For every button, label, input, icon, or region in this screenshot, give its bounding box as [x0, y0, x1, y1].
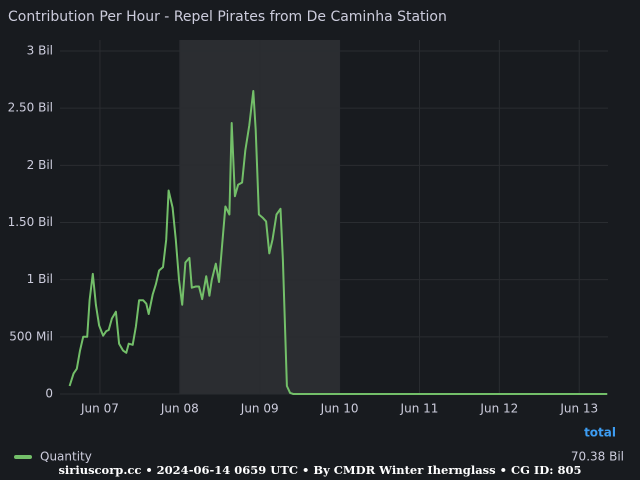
x-tick-label: Jun 07 — [80, 402, 119, 416]
y-tick-label: 3 Bil — [27, 44, 53, 58]
legend-total: 70.38 Bil — [571, 450, 624, 464]
x-tick-label: Jun 12 — [479, 402, 518, 416]
x-tick-label: Jun 10 — [320, 402, 359, 416]
panel-title: Contribution Per Hour - Repel Pirates fr… — [8, 9, 447, 25]
x-tick-label: Jun 09 — [240, 402, 279, 416]
x-tick-label: Jun 13 — [559, 402, 598, 416]
y-tick-label: 2 Bil — [27, 158, 53, 172]
y-tick-label: 500 Mil — [9, 329, 53, 343]
y-tick-label: 0 — [45, 387, 53, 401]
x-tick-label: Jun 08 — [160, 402, 199, 416]
y-tick-label: 1.50 Bil — [8, 215, 53, 229]
y-tick-label: 1 Bil — [27, 272, 53, 286]
x-tick-label: Jun 11 — [400, 402, 439, 416]
series-line — [68, 90, 608, 395]
legend-label: Quantity — [40, 450, 92, 464]
legend-header: total — [584, 426, 616, 440]
y-tick-label: 2.50 Bil — [8, 101, 53, 115]
footer: siriuscorp.cc • 2024-06-14 0659 UTC • By… — [58, 463, 581, 477]
